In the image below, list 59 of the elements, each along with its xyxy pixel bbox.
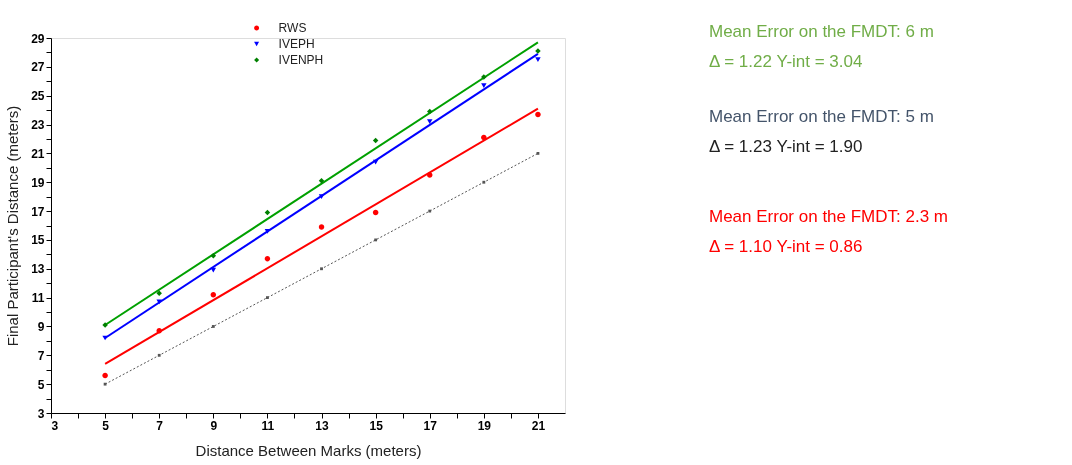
x-tick-label: 21 (531, 418, 546, 433)
y-tick-label: 15 (31, 233, 45, 248)
point (103, 382, 107, 386)
y-tick-label: 27 (31, 60, 45, 75)
point (427, 108, 433, 115)
text: Mean Error on the FMDT: 5 m (709, 107, 934, 126)
y-tick-label: 11 (31, 291, 45, 306)
point (102, 372, 108, 379)
point (320, 267, 323, 271)
x-tick-label: 13 (315, 418, 330, 433)
point (481, 134, 487, 141)
point (210, 267, 217, 273)
text: Δ = 1.10 Y-int = 0.86 (709, 237, 863, 256)
point (210, 253, 217, 259)
x-tick-label: 9 (210, 418, 218, 433)
y-tick-label: 9 (37, 319, 45, 334)
point (156, 328, 162, 334)
x-tick-label: 7 (156, 418, 164, 433)
point (318, 194, 325, 200)
point (266, 296, 269, 300)
point (156, 290, 162, 297)
y-tick-label: 21 (31, 146, 45, 161)
y-tick-label: 5 (37, 377, 45, 392)
x-tick-label: 17 (423, 418, 438, 433)
y-tick-label: 7 (37, 348, 45, 363)
y-tick-label: 23 (31, 118, 45, 133)
y-tick-label: 3 (37, 406, 45, 421)
x-tick-label: 15 (369, 418, 384, 433)
y-tick-label: 13 (31, 262, 45, 277)
point (482, 180, 486, 184)
y-tick-label: 19 (31, 175, 45, 190)
point (427, 119, 433, 125)
point (372, 209, 379, 216)
x-tick-label: 3 (51, 418, 59, 433)
legend-label: IVENPH (278, 53, 324, 67)
point (157, 353, 161, 357)
legend-label: IVEPH (278, 37, 315, 51)
point (318, 224, 325, 230)
legend-label: RWS (278, 21, 307, 35)
point (535, 111, 541, 118)
y-axis-title: Final Participant's Distance (meters) (4, 105, 22, 347)
point (264, 255, 271, 262)
text: Mean Error on the FMDT: 6 m (709, 22, 934, 41)
text: Mean Error on the FMDT: 2.3 m (709, 207, 949, 226)
x-axis-title: Distance Between Marks (meters) (195, 441, 422, 459)
y-tick-label: 17 (31, 204, 45, 219)
point (318, 178, 325, 184)
y-tick-label: 29 (31, 31, 45, 46)
x-tick-label: 11 (261, 418, 275, 433)
text: Δ = 1.23 Y-int = 1.90 (709, 137, 863, 156)
x-tick-label: 5 (102, 418, 110, 433)
point (535, 57, 541, 63)
point (210, 291, 217, 298)
point (211, 325, 215, 328)
y-tick-label: 25 (31, 89, 45, 104)
point (481, 83, 487, 88)
text: Δ = 1.22 Y-int = 3.04 (709, 52, 863, 71)
point (427, 172, 433, 178)
x-tick-label: 19 (477, 418, 492, 433)
